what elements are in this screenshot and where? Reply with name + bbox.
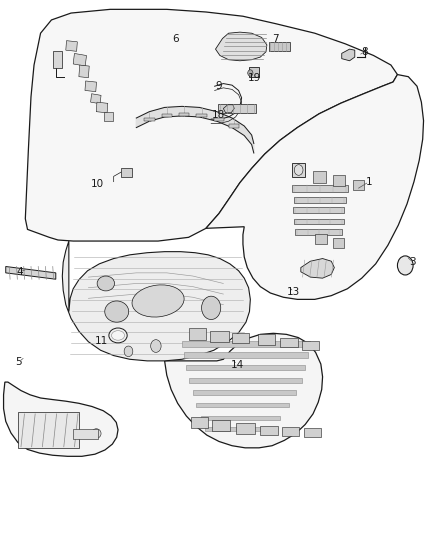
Bar bbox=[294, 219, 344, 224]
Circle shape bbox=[151, 340, 161, 352]
Text: 5: 5 bbox=[15, 357, 22, 367]
Polygon shape bbox=[199, 108, 217, 121]
Text: 6: 6 bbox=[172, 34, 179, 44]
Text: 4: 4 bbox=[16, 267, 23, 277]
Bar bbox=[79, 65, 89, 78]
Bar bbox=[104, 112, 113, 120]
Polygon shape bbox=[206, 75, 424, 300]
Bar bbox=[182, 341, 311, 347]
Bar bbox=[144, 118, 155, 121]
Bar bbox=[280, 337, 298, 347]
Bar bbox=[260, 425, 278, 435]
Bar bbox=[73, 53, 86, 66]
Bar bbox=[210, 331, 229, 342]
Bar bbox=[53, 51, 62, 68]
Polygon shape bbox=[4, 382, 118, 456]
Bar bbox=[184, 352, 308, 358]
Bar bbox=[353, 180, 364, 190]
Polygon shape bbox=[6, 266, 56, 279]
Bar bbox=[186, 365, 305, 370]
Bar bbox=[229, 124, 240, 127]
Polygon shape bbox=[182, 107, 199, 117]
Bar bbox=[218, 104, 256, 113]
Bar bbox=[205, 426, 271, 431]
Bar bbox=[121, 168, 132, 177]
Bar bbox=[179, 113, 189, 116]
Bar bbox=[73, 429, 99, 439]
Text: 18: 18 bbox=[212, 110, 225, 120]
Text: 1: 1 bbox=[366, 176, 372, 187]
Bar bbox=[85, 81, 96, 92]
Polygon shape bbox=[232, 118, 244, 135]
Bar bbox=[18, 412, 79, 448]
Ellipse shape bbox=[97, 276, 115, 291]
Bar bbox=[295, 229, 342, 235]
Text: 19: 19 bbox=[248, 72, 261, 83]
Polygon shape bbox=[244, 126, 252, 144]
Ellipse shape bbox=[109, 328, 127, 343]
Text: 14: 14 bbox=[231, 360, 244, 369]
Bar bbox=[193, 390, 297, 395]
Bar bbox=[196, 403, 289, 407]
Polygon shape bbox=[215, 32, 267, 61]
Bar bbox=[96, 102, 108, 113]
Bar bbox=[212, 420, 230, 431]
Bar bbox=[196, 114, 207, 117]
Circle shape bbox=[124, 346, 133, 357]
Bar bbox=[91, 94, 101, 104]
Bar bbox=[162, 114, 172, 117]
Polygon shape bbox=[301, 259, 334, 278]
Bar bbox=[249, 67, 259, 77]
Polygon shape bbox=[223, 105, 234, 113]
Ellipse shape bbox=[112, 330, 124, 340]
Bar bbox=[292, 163, 305, 177]
Polygon shape bbox=[25, 10, 397, 241]
Bar bbox=[294, 197, 346, 203]
Circle shape bbox=[248, 70, 253, 76]
Ellipse shape bbox=[132, 285, 184, 317]
Text: 9: 9 bbox=[215, 81, 223, 91]
Bar bbox=[201, 416, 280, 420]
Polygon shape bbox=[62, 241, 251, 361]
Circle shape bbox=[294, 165, 303, 175]
Circle shape bbox=[201, 296, 221, 319]
Polygon shape bbox=[252, 135, 254, 153]
Bar bbox=[214, 118, 224, 121]
Text: 3: 3 bbox=[410, 257, 416, 267]
Bar bbox=[66, 41, 78, 51]
Ellipse shape bbox=[105, 301, 129, 322]
Bar bbox=[313, 171, 325, 183]
Bar bbox=[304, 427, 321, 437]
Bar bbox=[189, 378, 302, 383]
Polygon shape bbox=[217, 112, 232, 127]
Polygon shape bbox=[149, 108, 165, 121]
Bar bbox=[302, 341, 319, 350]
Text: 7: 7 bbox=[272, 34, 279, 44]
Bar bbox=[269, 42, 290, 51]
Bar bbox=[315, 233, 327, 244]
Bar bbox=[258, 334, 275, 345]
Bar bbox=[333, 175, 345, 186]
Bar bbox=[237, 423, 254, 433]
Text: 10: 10 bbox=[91, 179, 104, 189]
Text: 8: 8 bbox=[361, 47, 368, 56]
Ellipse shape bbox=[92, 429, 101, 438]
Polygon shape bbox=[165, 107, 182, 117]
Bar bbox=[232, 333, 250, 343]
Bar bbox=[191, 417, 208, 428]
Bar bbox=[292, 185, 348, 192]
Text: 11: 11 bbox=[95, 336, 108, 346]
Bar bbox=[282, 426, 299, 436]
Text: 13: 13 bbox=[287, 287, 300, 297]
Polygon shape bbox=[342, 49, 355, 61]
Circle shape bbox=[397, 256, 413, 275]
Polygon shape bbox=[136, 112, 149, 127]
Polygon shape bbox=[165, 333, 322, 448]
Bar bbox=[188, 328, 206, 340]
Bar bbox=[293, 207, 344, 214]
Bar bbox=[333, 238, 344, 248]
